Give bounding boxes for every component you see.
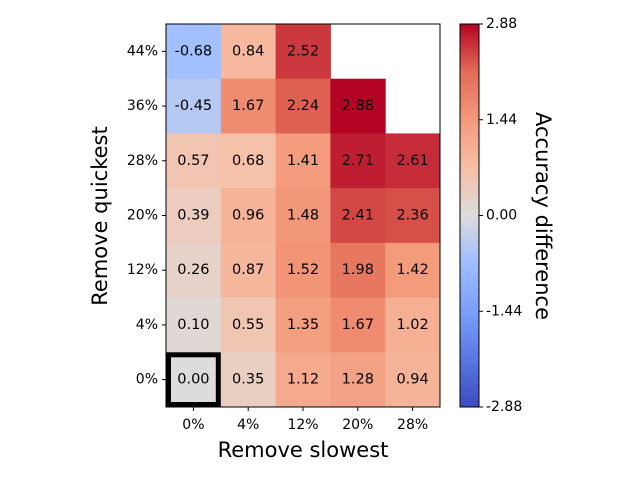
cell-value-label: 0.94 (396, 372, 428, 388)
heatmap-cell (220, 352, 277, 408)
y-tick-label: 28% (127, 153, 158, 169)
heatmap-cell (220, 78, 277, 134)
cell-value-label: 1.67 (342, 317, 374, 333)
x-tick-label: 12% (287, 417, 318, 433)
heatmap-cell (166, 188, 222, 244)
cell-value-label: 0.96 (232, 208, 264, 224)
heatmap-cell (166, 352, 222, 408)
cell-value-label: 1.42 (396, 262, 428, 278)
colorbar (459, 23, 480, 408)
heatmap-cell (330, 78, 386, 134)
colorbar-ticks: 2.88 1.44 0.00 -1.44 -2.88 (479, 16, 522, 415)
cell-value-label: 2.36 (396, 208, 428, 224)
heatmap-cell (220, 297, 277, 353)
cell-value-label: 1.41 (287, 153, 319, 169)
y-tick-label: 4% (136, 317, 158, 333)
cell-value-label: 0.87 (232, 262, 264, 278)
cell-value-label: 2.61 (396, 153, 428, 169)
heatmap-cell (220, 133, 277, 189)
cell-value-label: 0.26 (177, 262, 209, 278)
heatmap-cell (385, 133, 441, 189)
heatmap-cell (275, 133, 331, 189)
heatmap-cell (166, 297, 222, 353)
cell-value-label: 1.98 (342, 262, 374, 278)
x-axis-title: Remove slowest (218, 438, 389, 462)
heatmap-cell (385, 188, 441, 244)
cell-value-label: 1.35 (287, 317, 319, 333)
cell-value-label: 1.12 (287, 372, 319, 388)
colorbar-title: Accuracy difference (531, 112, 555, 320)
cell-value-label: 0.68 (232, 153, 264, 169)
y-axis-ticks: 44% 36% 28% 20% 12% 4% 0% (127, 43, 166, 388)
heatmap-cell (220, 188, 277, 244)
cell-value-label: 0.57 (177, 153, 209, 169)
highlighted-cell-box (166, 352, 221, 408)
cell-value-label: 0.00 (177, 372, 209, 388)
heatmap-cell (166, 133, 222, 189)
heatmap-cell (275, 24, 331, 80)
cell-value-label: 1.52 (287, 262, 319, 278)
cell-value-label: 0.84 (232, 43, 264, 59)
y-axis-title: Remove quickest (88, 126, 112, 305)
heatmap-cell (385, 352, 441, 408)
cell-value-label: -0.68 (175, 43, 213, 59)
heatmap-cell (330, 297, 386, 353)
colorbar-tick-label: 1.44 (486, 112, 517, 128)
cell-value-label: 1.48 (287, 208, 319, 224)
heatmap-cell (330, 188, 386, 244)
heatmap-cell (330, 242, 386, 299)
y-tick-label: 12% (127, 262, 158, 278)
cell-value-label: 2.71 (342, 153, 374, 169)
heatmap-cell (275, 242, 331, 299)
cell-value-label: 2.52 (287, 43, 319, 59)
heatmap-cell (275, 188, 331, 244)
heatmap-value-labels: -0.68 0.84 2.52 -0.45 1.67 2.24 2.88 0.57 0.68 1.… (175, 43, 429, 387)
colorbar-tick-label: -1.44 (486, 303, 522, 319)
heatmap-cell (166, 78, 222, 134)
colorbar-tick-label: 2.88 (486, 16, 517, 32)
x-tick-label: 0% (182, 417, 204, 433)
heatmap-cell (385, 242, 441, 299)
colorbar-tick-label: -2.88 (486, 399, 522, 415)
heatmap-cell (166, 242, 222, 299)
x-tick-label: 20% (342, 417, 373, 433)
y-tick-label: 36% (127, 98, 158, 114)
heatmap-cells (166, 24, 441, 408)
cell-value-label: 1.28 (342, 372, 374, 388)
y-tick-label: 44% (127, 43, 158, 59)
cell-value-label: 0.10 (177, 317, 209, 333)
x-tick-label: 4% (237, 417, 259, 433)
heatmap-cell (275, 78, 331, 134)
heatmap-cell (275, 297, 331, 353)
y-tick-label: 0% (136, 372, 158, 388)
cell-value-label: 1.02 (396, 317, 428, 333)
heatmap-cell (330, 133, 386, 189)
cell-value-label: 2.41 (342, 208, 374, 224)
y-tick-label: 20% (127, 208, 158, 224)
heatmap-cell (275, 352, 331, 408)
heatmap-cell (330, 352, 386, 408)
heatmap-cell (220, 242, 277, 299)
cell-value-label: -0.45 (175, 98, 213, 114)
heatmap-cell (385, 297, 441, 353)
colorbar-tick-label: 0.00 (486, 208, 517, 224)
heatmap-cell (220, 24, 277, 80)
cell-value-label: 0.35 (232, 372, 264, 388)
cell-value-label: 1.67 (232, 98, 264, 114)
heatmap-cell (166, 24, 222, 80)
cell-value-label: 0.39 (177, 208, 209, 224)
x-axis-ticks: 0% 4% 12% 20% 28% (182, 407, 428, 433)
cell-value-label: 2.88 (342, 98, 374, 114)
cell-value-label: 2.24 (287, 98, 319, 114)
cell-value-label: 0.55 (232, 317, 264, 333)
x-tick-label: 28% (397, 417, 428, 433)
